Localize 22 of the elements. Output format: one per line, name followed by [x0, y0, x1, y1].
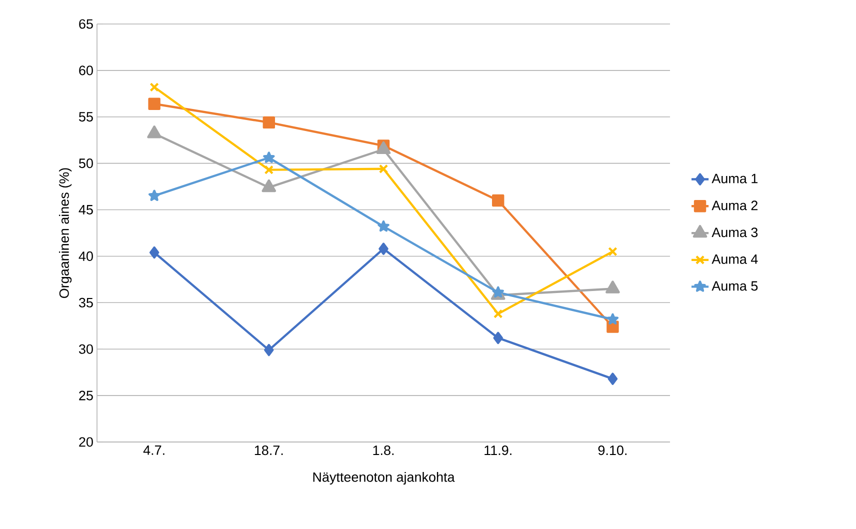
y-tick-label: 40 — [78, 251, 93, 261]
legend-label: Auma 1 — [712, 174, 758, 184]
x-tick-label: 18.7. — [254, 446, 283, 456]
legend-label: Auma 5 — [712, 281, 758, 291]
y-tick-label: 45 — [78, 205, 93, 214]
y-tick-label: 30 — [78, 344, 93, 354]
y-axis-title: Orgaaninen aines (%) — [59, 168, 72, 298]
y-tick-label: 35 — [78, 298, 93, 308]
x-axis-title: Näytteenoton ajankohta — [313, 472, 455, 485]
legend-label: Auma 4 — [712, 254, 758, 264]
y-tick-label: 20 — [79, 437, 93, 447]
y-tick-label: 50 — [78, 158, 93, 168]
legend-label: Auma 3 — [712, 228, 758, 238]
y-tick-label: 25 — [79, 390, 93, 400]
y-tick-label: 55 — [78, 112, 93, 122]
x-tick-label: 1.8. — [373, 446, 394, 456]
x-tick-label: 4.7. — [143, 446, 164, 455]
x-tick-label: 11.9. — [484, 446, 512, 456]
x-tick-label: 9.10. — [598, 446, 626, 456]
legend-label: Auma 2 — [712, 200, 758, 210]
y-tick-label: 65 — [79, 19, 93, 29]
y-tick-label: 60 — [79, 66, 93, 76]
